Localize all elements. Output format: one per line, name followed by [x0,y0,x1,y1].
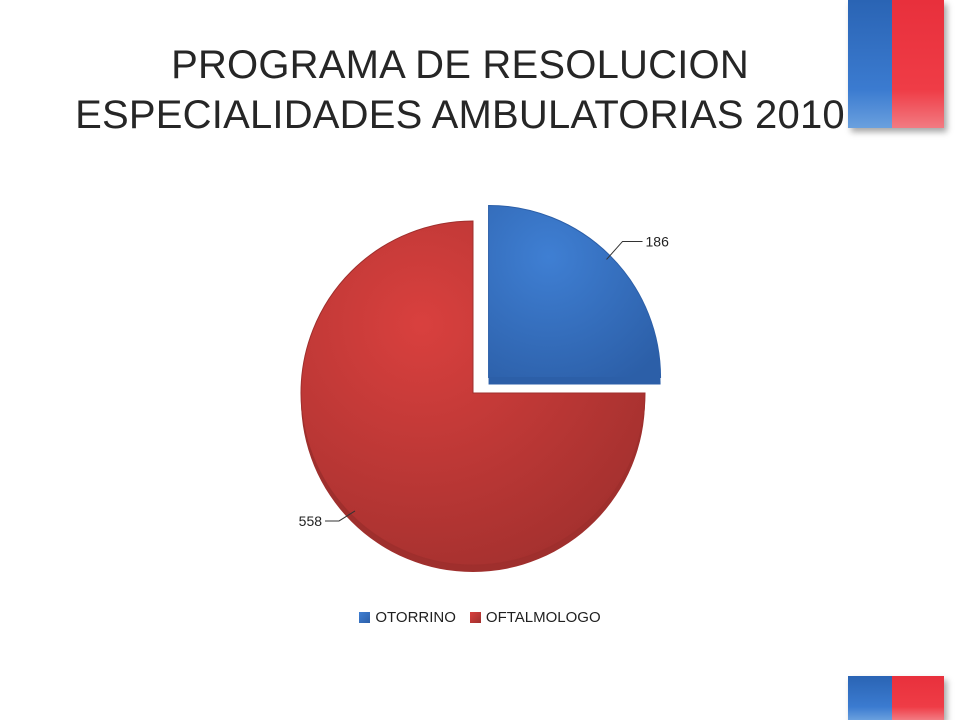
legend-swatch [359,612,371,623]
flag-red-band [892,676,944,720]
leader-line [606,240,643,260]
chart-legend: OTORRINO OFTALMOLOGO [0,609,960,626]
legend-swatch [469,612,481,623]
pie-slice-oftalmologo [300,220,646,566]
flag-red-band [892,0,944,128]
pie-slice-otorrino [488,204,662,378]
flag-blue-band [848,0,892,128]
data-label-oftalmologo: 558 [299,513,323,529]
chile-flag-stripe-bottom [848,676,944,720]
legend-item-oftalmologo: OFTALMOLOGO [469,609,601,626]
data-label-otorrino: 186 [646,233,670,249]
title-line-1: PROGRAMA DE RESOLUCION [171,43,749,87]
chile-flag-stripe-top [848,0,944,128]
flag-blue-band [848,676,892,720]
page-title: PROGRAMA DE RESOLUCION ESPECIALIDADES AM… [30,40,890,140]
legend-label: OFTALMOLOGO [485,609,601,626]
legend-item-otorrino: OTORRINO [359,609,456,626]
title-line-2: ESPECIALIDADES AMBULATORIAS 2010 [75,93,845,137]
leader-line [325,510,356,522]
legend-label: OTORRINO [375,609,456,626]
